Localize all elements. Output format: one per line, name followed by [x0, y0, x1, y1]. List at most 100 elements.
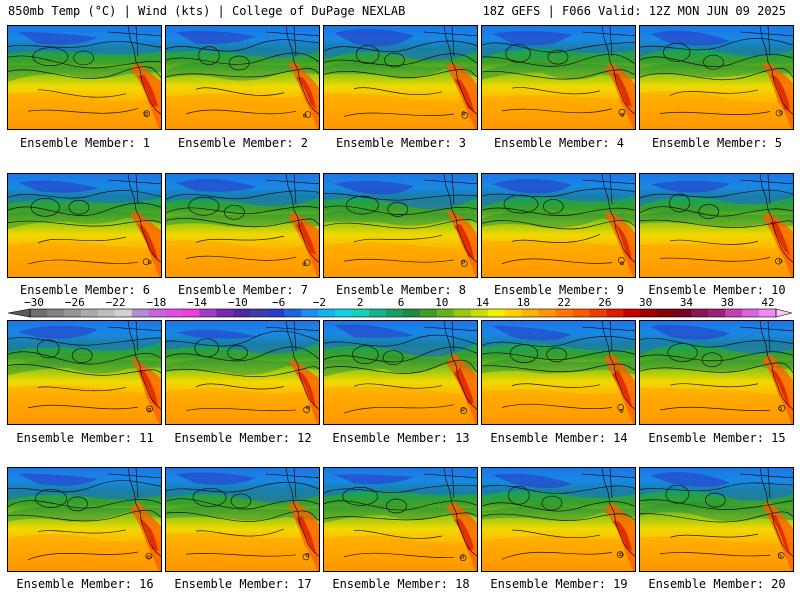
model-run-label: 18Z GEFS | F066 Valid: 12Z MON JUN 09 20…	[482, 4, 786, 18]
ensemble-member-caption: Ensemble Member: 2	[177, 136, 309, 150]
colorbar-swatch	[725, 309, 743, 317]
ensemble-map-panel	[639, 25, 794, 130]
ensemble-member-caption: Ensemble Member: 6	[19, 283, 151, 297]
ensemble-member-caption: Ensemble Member: 20	[648, 577, 786, 591]
ensemble-member-caption: Ensemble Member: 9	[493, 283, 625, 297]
colorbar-swatch	[386, 309, 404, 317]
colorbar-swatch	[216, 309, 234, 317]
colorbar-swatch	[148, 309, 167, 317]
ensemble-member-caption: Ensemble Member: 7	[177, 283, 309, 297]
ensemble-map-panel	[165, 25, 320, 130]
colorbar-swatch	[487, 309, 506, 317]
colorbar-tick-label: 34	[679, 296, 694, 309]
colorbar-swatch	[131, 309, 150, 317]
colorbar-swatch	[589, 309, 607, 317]
ensemble-map-panel	[639, 320, 794, 425]
colorbar-swatch	[521, 309, 540, 317]
colorbar-swatch	[759, 309, 777, 317]
colorbar-swatch	[674, 309, 692, 317]
colorbar-swatch	[691, 309, 709, 317]
colorbar-swatch	[199, 309, 217, 317]
temperature-colorbar	[7, 308, 793, 318]
ensemble-map-panel	[7, 25, 162, 130]
colorbar-swatch	[352, 309, 370, 317]
colorbar-tick-label: −2	[312, 296, 327, 309]
ensemble-map-panel	[323, 173, 478, 278]
colorbar-swatch	[742, 309, 760, 317]
colorbar-swatch	[233, 309, 251, 317]
colorbar-tick-label: 30	[639, 296, 653, 309]
colorbar-swatch	[572, 309, 590, 317]
ensemble-member-caption: Ensemble Member: 15	[648, 431, 786, 445]
colorbar-swatch	[436, 309, 455, 317]
ensemble-member-caption: Ensemble Member: 12	[174, 431, 312, 445]
ensemble-map-panel	[481, 467, 636, 572]
colorbar-tick-label: 22	[557, 296, 571, 309]
colorbar-swatch	[369, 309, 387, 317]
colorbar-max-arrow	[775, 308, 793, 318]
colorbar-tick-label: 18	[516, 296, 530, 309]
colorbar-swatch	[114, 309, 133, 317]
colorbar-swatch	[419, 309, 438, 317]
ensemble-map-panel	[323, 467, 478, 572]
colorbar-swatch	[63, 309, 82, 317]
colorbar-tick-label: −26	[64, 296, 85, 309]
colorbar-swatch	[606, 309, 624, 317]
colorbar-tick-label: 38	[720, 296, 734, 309]
ensemble-map-panel	[323, 320, 478, 425]
ensemble-map-panel	[7, 173, 162, 278]
ensemble-map-panel	[639, 467, 794, 572]
colorbar-swatch	[708, 309, 726, 317]
ensemble-member-caption: Ensemble Member: 1	[19, 136, 151, 150]
colorbar-tick-label: 10	[435, 296, 449, 309]
ensemble-member-caption: Ensemble Member: 5	[651, 136, 783, 150]
ensemble-map-panel	[323, 25, 478, 130]
map-title: 850mb Temp (°C) | Wind (kts) | College o…	[8, 4, 406, 18]
ensemble-member-caption: Ensemble Member: 10	[648, 283, 786, 297]
colorbar-swatch	[46, 309, 65, 317]
ensemble-map-panel	[639, 173, 794, 278]
colorbar-swatch	[504, 309, 523, 317]
colorbar-swatch	[182, 309, 201, 317]
colorbar-swatch	[470, 309, 489, 317]
ensemble-member-caption: Ensemble Member: 13	[332, 431, 470, 445]
colorbar-swatch	[538, 309, 557, 317]
ensemble-map-panel	[165, 467, 320, 572]
colorbar-swatch	[555, 309, 574, 317]
ensemble-member-caption: Ensemble Member: 16	[16, 577, 154, 591]
ensemble-member-caption: Ensemble Member: 19	[490, 577, 628, 591]
colorbar-swatch	[97, 309, 116, 317]
colorbar-swatch	[640, 309, 658, 317]
ensemble-member-caption: Ensemble Member: 17	[174, 577, 312, 591]
ensemble-map-panel	[7, 467, 162, 572]
ensemble-member-caption: Ensemble Member: 8	[335, 283, 467, 297]
ensemble-map-panel	[481, 320, 636, 425]
colorbar-swatch	[30, 309, 48, 317]
ensemble-map-panel	[481, 25, 636, 130]
colorbar-swatch	[657, 309, 675, 317]
colorbar-min-arrow	[7, 308, 31, 318]
ensemble-map-panel	[165, 320, 320, 425]
ensemble-member-caption: Ensemble Member: 4	[493, 136, 625, 150]
colorbar-tick-label: 14	[475, 296, 490, 309]
ensemble-map-panel	[165, 173, 320, 278]
colorbar-tick-label: −30	[24, 296, 44, 309]
colorbar-swatch	[318, 309, 336, 317]
colorbar-tick-label: 26	[598, 296, 612, 309]
colorbar-frame	[29, 308, 777, 318]
colorbar-swatch	[250, 309, 268, 317]
colorbar-swatch	[453, 309, 472, 317]
ensemble-member-caption: Ensemble Member: 3	[335, 136, 467, 150]
colorbar-swatch	[80, 309, 99, 317]
colorbar-swatch	[165, 309, 184, 317]
ensemble-member-caption: Ensemble Member: 11	[16, 431, 154, 445]
colorbar-tick-label: −14	[187, 296, 208, 309]
colorbar-swatch	[623, 309, 641, 317]
colorbar-tick-label: 2	[356, 296, 364, 309]
colorbar-tick-label: 6	[397, 296, 405, 309]
colorbar-swatch	[284, 309, 302, 317]
ensemble-map-panel	[481, 173, 636, 278]
ensemble-map-panel	[7, 320, 162, 425]
colorbar-swatch	[301, 309, 319, 317]
colorbar-tick-label: −6	[272, 296, 286, 309]
